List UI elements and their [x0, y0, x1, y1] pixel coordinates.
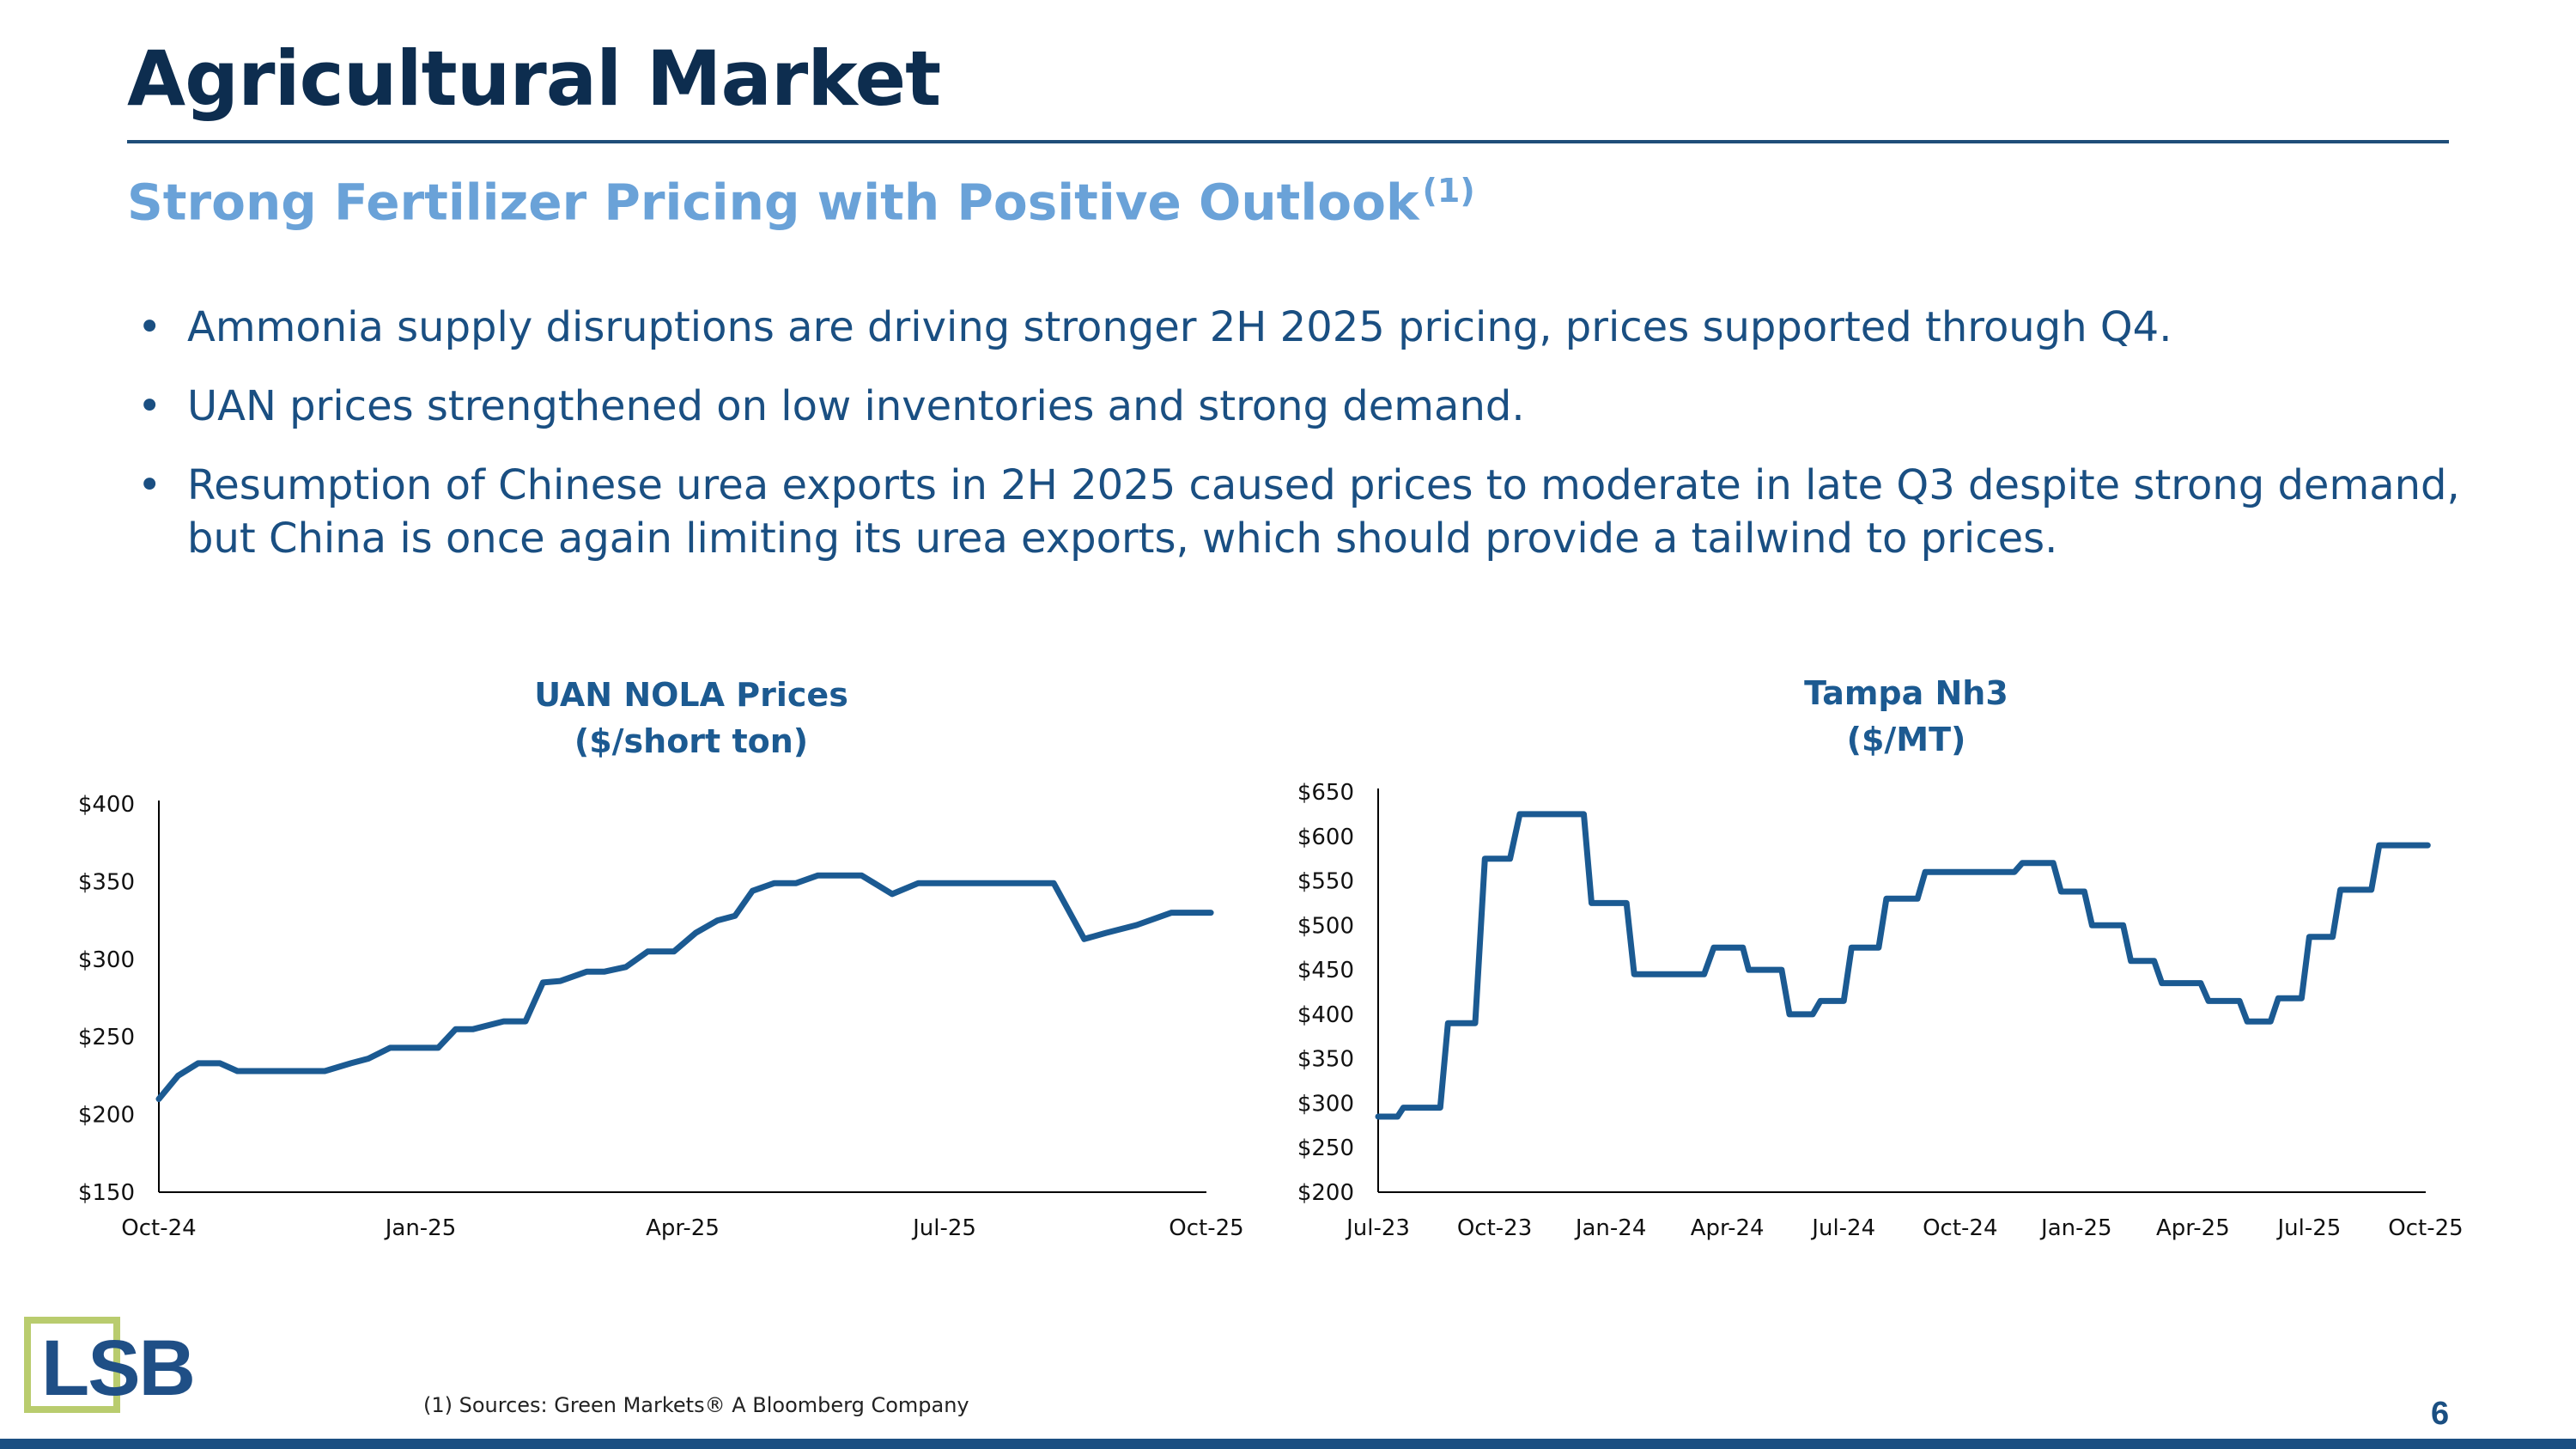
uan-x-tick-label: Apr-25 — [646, 1215, 720, 1241]
tampa-y-tick-label: $400 — [1297, 1002, 1354, 1028]
tampa-chart-title: Tampa Nh3 — [1804, 674, 2008, 712]
logo-frame — [24, 1317, 120, 1413]
uan-x-tick-label: Jul-25 — [911, 1215, 976, 1241]
title-divider — [127, 140, 2449, 143]
tampa-y-tick-label: $250 — [1297, 1135, 1354, 1161]
uan-x-tick-label: Oct-25 — [1169, 1215, 1243, 1241]
tampa-y-tick-label: $350 — [1297, 1047, 1354, 1073]
uan-chart-subtitle: ($/short ton) — [574, 722, 809, 760]
slide-subtitle: Strong Fertilizer Pricing with Positive … — [127, 172, 1475, 231]
bullet-item: UAN prices strengthened on low inventori… — [137, 380, 2507, 433]
tampa-nh3-chart: $200 $250 $300 $350 $400 $450 $500 $550 $600 $650… — [1297, 780, 2464, 1241]
uan-y-tick-label: $400 — [78, 792, 135, 818]
uan-x-tick-label: Jan-25 — [384, 1215, 457, 1241]
uan-y-tick-label: $300 — [78, 947, 135, 973]
uan-nola-chart: $150 $200 $250 $300 $350 $400 Oct-24 Jan-25 Apr-… — [78, 792, 1244, 1241]
tampa-series-line — [1375, 811, 2431, 1120]
bullet-list: Ammonia supply disruptions are driving s… — [137, 301, 2507, 591]
tampa-y-tick-label: $600 — [1297, 825, 1354, 850]
bullet-item: Resumption of Chinese urea exports in 2H… — [137, 459, 2507, 565]
tampa-x-tick-label: Jan-24 — [1574, 1215, 1647, 1241]
tampa-x-tick-label: Jul-25 — [2276, 1215, 2342, 1241]
tampa-chart-subtitle: ($/MT) — [1846, 721, 1966, 758]
uan-x-tick-label: Oct-24 — [121, 1215, 196, 1241]
tampa-x-tick-label: Jul-23 — [1345, 1215, 1410, 1241]
tampa-y-tick-label: $650 — [1297, 780, 1354, 806]
footer-bar — [0, 1439, 2576, 1449]
tampa-x-tick-label: Oct-25 — [2388, 1215, 2463, 1241]
footnote: (1) Sources: Green Markets® A Bloomberg … — [423, 1393, 969, 1417]
uan-y-tick-label: $350 — [78, 869, 135, 895]
subtitle-footnote-ref: (1) — [1422, 172, 1475, 210]
tampa-x-tick-label: Oct-23 — [1457, 1215, 1532, 1241]
subtitle-text: Strong Fertilizer Pricing with Positive … — [127, 173, 1419, 232]
uan-y-tick-label: $250 — [78, 1025, 135, 1050]
logo-text: LSB — [41, 1324, 196, 1412]
uan-chart-title-block: UAN NOLA Prices ($/short ton) — [481, 672, 902, 764]
page-number: 6 — [2431, 1396, 2450, 1432]
uan-y-tick-label: $150 — [78, 1180, 135, 1206]
tampa-y-tick-label: $550 — [1297, 869, 1354, 895]
uan-chart-title: UAN NOLA Prices — [534, 676, 848, 714]
uan-y-tick-label: $200 — [78, 1103, 135, 1129]
tampa-y-tick-label: $450 — [1297, 958, 1354, 983]
tampa-x-tick-label: Jul-24 — [1810, 1215, 1875, 1241]
tampa-y-tick-label: $200 — [1297, 1180, 1354, 1206]
tampa-x-tick-label: Apr-24 — [1691, 1215, 1765, 1241]
uan-series-line — [155, 872, 1214, 1102]
tampa-y-tick-label: $500 — [1297, 913, 1354, 939]
tampa-x-tick-label: Jan-25 — [2039, 1215, 2112, 1241]
slide-title: Agricultural Market — [127, 34, 941, 123]
bullet-item: Ammonia supply disruptions are driving s… — [137, 301, 2507, 354]
tampa-y-tick-label: $300 — [1297, 1091, 1354, 1117]
tampa-x-tick-label: Apr-25 — [2156, 1215, 2230, 1241]
lsb-logo: LSB — [24, 1317, 230, 1413]
tampa-x-tick-label: Oct-24 — [1923, 1215, 1997, 1241]
tampa-chart-title-block: Tampa Nh3 ($/MT) — [1735, 670, 2078, 763]
